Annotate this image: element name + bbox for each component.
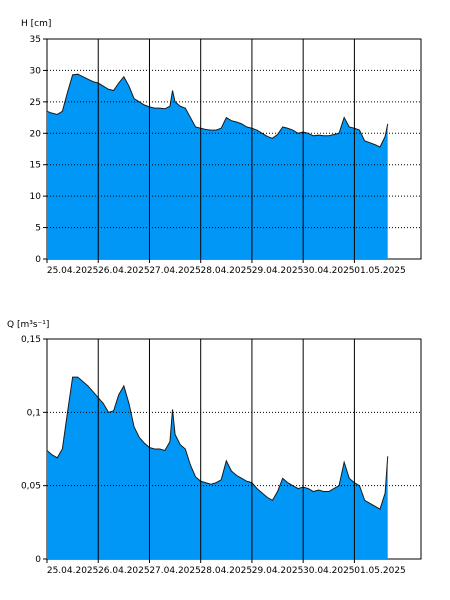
y-tick-label: 0,05: [21, 482, 41, 492]
y-tick-label: 25: [30, 98, 41, 108]
x-tick-label: 01.05.2025: [354, 566, 406, 576]
x-tick-label: 27.04.2025: [149, 266, 201, 276]
x-tick-label: 29.04.2025: [252, 566, 304, 576]
x-tick-label: 29.04.2025: [252, 266, 304, 276]
x-tick-label: 30.04.2025: [303, 266, 355, 276]
x-tick-label: 28.04.2025: [201, 266, 253, 276]
y-tick-label: 0,1: [27, 408, 41, 418]
series-area: [47, 377, 388, 559]
y-tick-label: 30: [30, 66, 42, 76]
x-tick-label: 25.04.2025: [47, 566, 99, 576]
y-tick-label: 0: [35, 255, 41, 265]
y-axis-label: H [cm]: [21, 19, 51, 29]
y-tick-label: 10: [30, 192, 42, 202]
y-tick-label: 15: [30, 161, 41, 171]
y-tick-label: 35: [30, 35, 41, 45]
x-tick-label: 26.04.2025: [98, 266, 150, 276]
y-axis-label: Q [m³s⁻¹]: [7, 320, 49, 330]
y-tick-label: 5: [35, 224, 41, 234]
x-tick-label: 01.05.2025: [354, 266, 406, 276]
x-tick-label: 26.04.2025: [98, 566, 150, 576]
y-tick-label: 0,15: [21, 335, 41, 345]
x-tick-label: 30.04.2025: [303, 566, 355, 576]
x-tick-label: 27.04.2025: [149, 566, 201, 576]
x-tick-label: 25.04.2025: [47, 266, 99, 276]
water-level-chart: 0 5 10 15 20 25 30 35 25.04.2025 26.04.2025 27.04.…: [21, 19, 422, 276]
series-area: [47, 74, 388, 259]
series-line: [46, 376, 389, 510]
y-tick-label: 0: [35, 555, 41, 565]
discharge-chart: 0 0,05 0,1 0,15 25.04.2025 26.04.2025 27.04.20…: [7, 320, 422, 576]
y-tick-label: 20: [30, 129, 42, 139]
series-line: [46, 73, 389, 148]
x-tick-label: 28.04.2025: [201, 566, 253, 576]
